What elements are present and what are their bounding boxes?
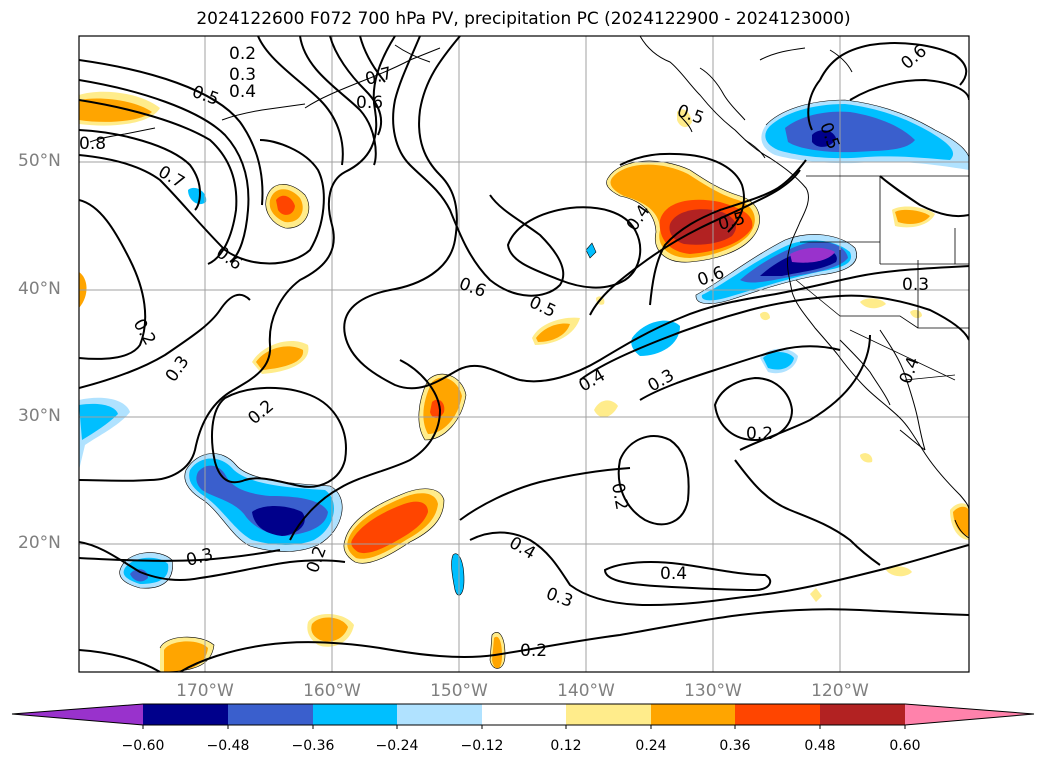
contour-label: 0.3: [229, 65, 256, 85]
precip-blob: [79, 403, 118, 440]
precip-blob: [164, 641, 208, 672]
colorbar-segment: [820, 704, 905, 725]
lat-label-20n: 20°N: [18, 533, 61, 553]
colorbar-tick-label: −0.12: [460, 738, 504, 754]
contour-label: 0.3: [902, 275, 929, 295]
lon-label-130w: 130°W: [684, 681, 742, 701]
contour-label: 0.2: [229, 44, 256, 64]
contour-label: 0.4: [660, 564, 687, 584]
precip-blob: [860, 453, 873, 463]
precip-blob: [953, 506, 969, 536]
pv-contours: [79, 36, 969, 672]
colorbar-segment: [143, 704, 228, 725]
colorbar-segment: [482, 704, 566, 725]
colorbar-segment: [651, 704, 735, 725]
lon-label-150w: 150°W: [430, 681, 488, 701]
contour-label: 0.2: [520, 641, 547, 661]
lon-label-120w: 120°W: [811, 681, 869, 701]
colorbar-tick-label: 0.48: [804, 738, 836, 754]
precip-blob: [188, 187, 207, 205]
contour-label: 0.8: [79, 134, 106, 154]
precip-blob: [763, 352, 794, 370]
lat-label-50n: 50°N: [18, 151, 61, 171]
lon-label-170w: 170°W: [176, 681, 234, 701]
colorbar-tick-label: 0.24: [635, 738, 667, 754]
precip-blob: [860, 298, 886, 309]
colorbar-tick-label: 0.36: [719, 738, 751, 754]
precip-blob: [760, 311, 770, 321]
lon-label-140w: 140°W: [557, 681, 615, 701]
colorbar-segment: [228, 704, 313, 725]
precip-blob: [594, 400, 618, 418]
contour-label: 0.2: [746, 424, 773, 444]
contour-label: 0.4: [229, 82, 256, 102]
colorbar-tick-label: −0.48: [206, 738, 250, 754]
colorbar-tick-label: −0.36: [291, 738, 335, 754]
precip-blob: [677, 109, 692, 128]
contour-label: 0.6: [356, 93, 383, 113]
colorbar-tick-label: −0.24: [375, 738, 419, 754]
page-title: 2024122600 F072 700 hPa PV, precipitatio…: [196, 9, 851, 29]
precip-blob: [130, 569, 148, 582]
map-area: 0.2 0.3 0.4 0.5 0.8 0.7 0.6 0.7 0.6 0.2 …: [79, 36, 969, 672]
lat-label-30n: 30°N: [18, 406, 61, 426]
colorbar-segment: [397, 704, 482, 725]
precip-blob: [790, 247, 835, 263]
colorbar-tick-label: 0.12: [550, 738, 582, 754]
colorbar-segment: [735, 704, 820, 725]
colorbar: [11, 703, 1035, 729]
precip-blob: [311, 617, 348, 642]
colorbar-tick-label: −0.60: [121, 738, 165, 754]
precip-blob: [910, 309, 922, 319]
precip-blob: [252, 506, 305, 536]
colorbar-extend-low: [12, 704, 143, 725]
colorbar-extend-high: [905, 704, 1034, 725]
map-frame: [78, 35, 970, 673]
colorbar-segment: [566, 704, 651, 725]
precip-blob: [79, 98, 152, 122]
precip-outline-layer: [119, 99, 969, 672]
precip-blob: [536, 323, 570, 342]
precip-blob: [256, 346, 304, 370]
precip-blob: [276, 195, 295, 215]
colorbar-tick-label: 0.60: [889, 738, 921, 754]
lat-label-40n: 40°N: [18, 279, 61, 299]
lon-label-160w: 160°W: [303, 681, 361, 701]
precip-blob: [492, 636, 502, 669]
precip-blob: [351, 501, 428, 554]
colorbar-segment: [313, 704, 397, 725]
precip-blob: [451, 553, 464, 596]
precip-blob: [886, 566, 912, 577]
precip-blob: [812, 130, 836, 147]
precip-blob: [810, 588, 822, 602]
precip-blob: [895, 209, 930, 224]
contour-label: 0.2: [607, 481, 631, 511]
